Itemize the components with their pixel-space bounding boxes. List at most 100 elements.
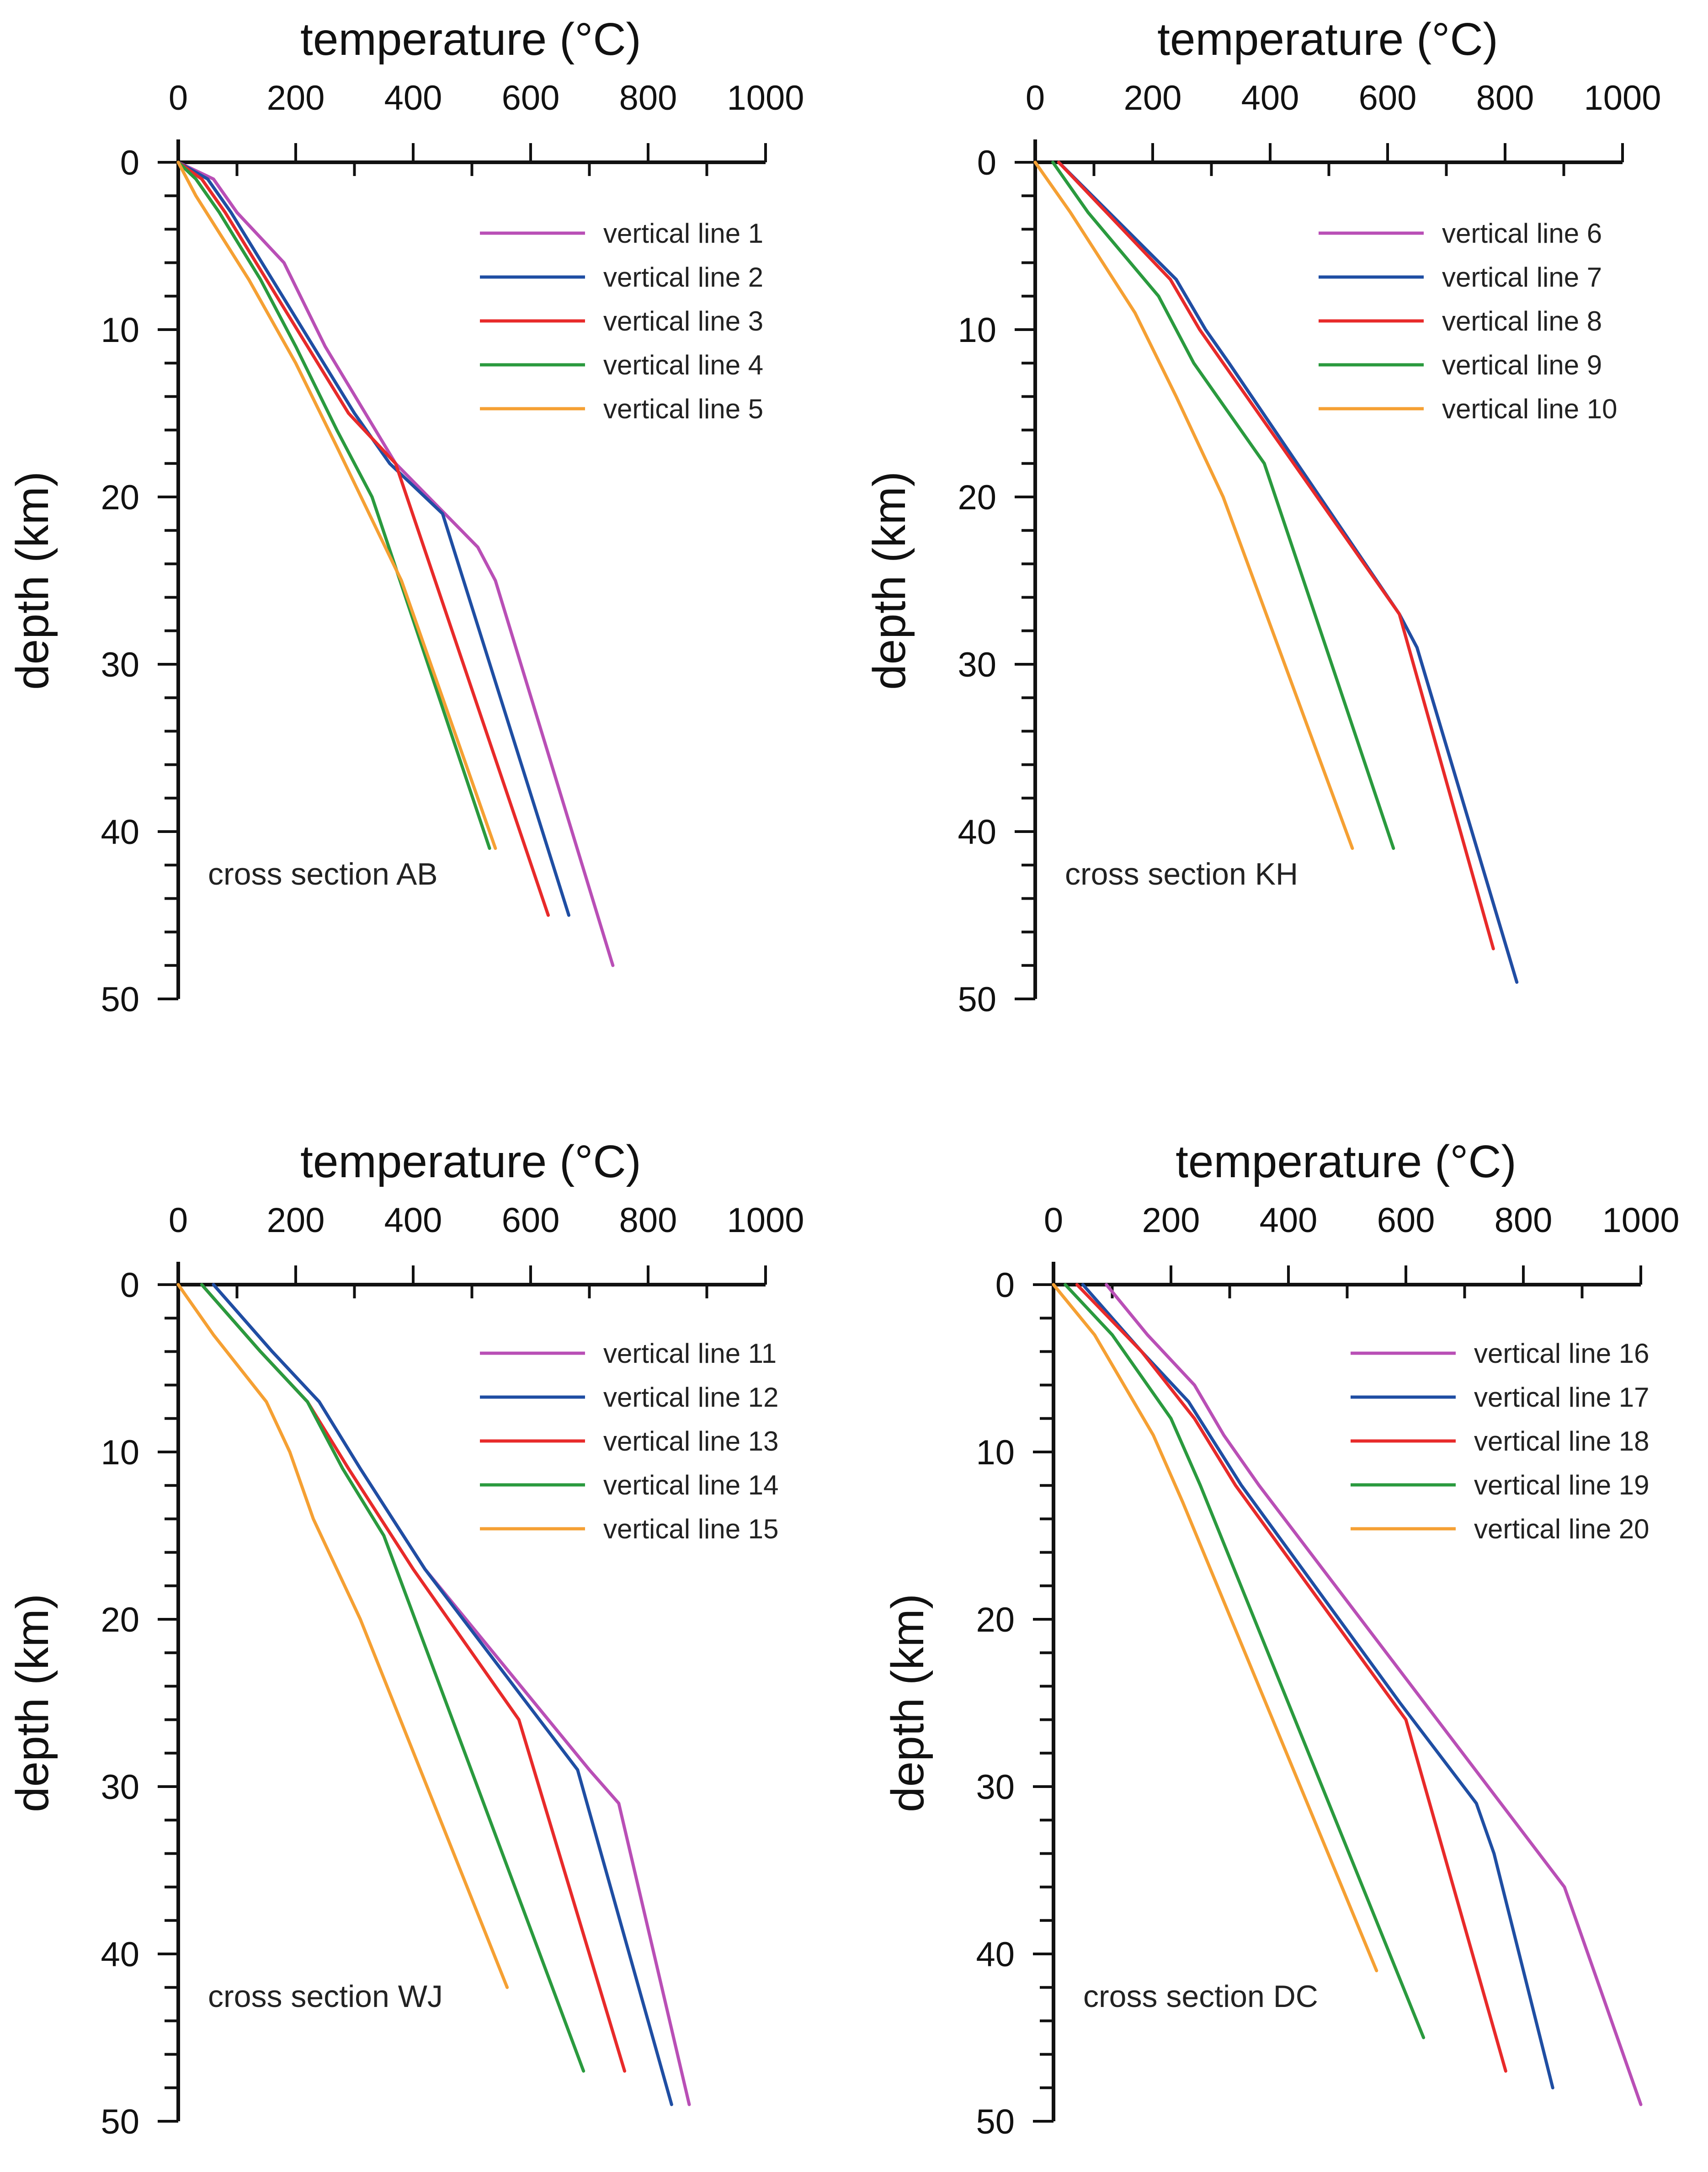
series-line-2 [1057, 160, 1519, 984]
chart-panel-3: 0 200 400 600 800 1000 0 10 20 30 40 50 temperature … [7, 1136, 804, 2141]
panel-caption: cross section WJ [208, 1979, 443, 2014]
panel-caption: cross section KH [1065, 857, 1298, 891]
y-tick-label: 0 [120, 1266, 139, 1305]
y-axis-title: depth (km) [7, 471, 58, 690]
series-line-2 [212, 1283, 673, 2106]
series-line-5 [1052, 1283, 1378, 1973]
legend-label: vertical line 17 [1474, 1382, 1649, 1413]
legend-label: vertical line 14 [603, 1470, 779, 1500]
series-line-5 [176, 1283, 509, 1989]
chart-panels: 0 200 400 600 800 100001020304050temperature … [7, 14, 1680, 2141]
x-tick-label: 600 [1359, 79, 1417, 117]
y-tick-label: 0 [995, 1266, 1015, 1305]
legend-label: vertical line 16 [1474, 1338, 1649, 1369]
panel-caption: cross section DC [1083, 1979, 1318, 2014]
legend-label: vertical line 19 [1474, 1470, 1649, 1500]
y-tick-label: 20 [101, 1601, 139, 1639]
legend: vertical line 11 vertical line 12 vertical… [480, 1338, 779, 1544]
x-axis-title: temperature (°C) [300, 1136, 641, 1187]
chart-panel-1: 0 200 400 600 800 1000 0 10 20 30 40 50 temperature … [7, 14, 804, 1019]
series-line-1 [176, 160, 615, 967]
y-tick-label: 10 [976, 1433, 1015, 1472]
y-tick-label: 50 [101, 2103, 139, 2141]
panel-caption: cross section AB [208, 857, 438, 891]
x-tick-label: 1000 [727, 79, 804, 117]
y-tick-label: 10 [101, 311, 139, 350]
x-tick-label: 800 [619, 79, 677, 117]
y-tick-label: 50 [976, 2103, 1015, 2141]
x-tick-label: 800 [1495, 1201, 1553, 1240]
legend-label: vertical line 2 [603, 262, 763, 293]
legend-label: vertical line 1 [603, 218, 763, 249]
series-line-4 [176, 160, 491, 850]
legend-label: vertical line 6 [1442, 218, 1602, 249]
series-line-3 [1057, 160, 1495, 950]
legend: vertical line 16 vertical line 17 vertical… [1351, 1338, 1649, 1544]
series-line-4 [200, 1283, 585, 2073]
x-tick-label: 800 [619, 1201, 677, 1240]
legend-label: vertical line 20 [1474, 1514, 1649, 1544]
y-tick-label: 30 [976, 1768, 1015, 1807]
chart-panel-2: 0 200 400 600 800 1000 0 10 20 30 40 50 temperature … [864, 14, 1661, 1019]
y-tick-label: 50 [958, 980, 996, 1019]
x-tick-label: 1000 [1584, 79, 1661, 117]
legend-label: vertical line 7 [1442, 262, 1602, 293]
legend-label: vertical line 10 [1442, 394, 1618, 424]
x-tick-label: 600 [502, 1201, 560, 1240]
legend-label: vertical line 9 [1442, 350, 1602, 380]
y-tick-label: 0 [977, 144, 996, 182]
y-tick-label: 40 [976, 1935, 1015, 1974]
y-tick-label: 0 [120, 144, 139, 182]
y-axis-title: depth (km) [882, 1594, 933, 1812]
series-line-3 [1075, 1283, 1507, 2073]
legend-label: vertical line 11 [603, 1338, 777, 1369]
y-axis-title: depth (km) [864, 471, 915, 690]
x-tick-label: 0 [1026, 79, 1045, 117]
x-tick-label: 0 [169, 1201, 188, 1240]
y-tick-label: 20 [976, 1601, 1015, 1639]
y-tick-label: 20 [101, 478, 139, 517]
legend: vertical line 1 vertical line 2 vertical l… [480, 218, 763, 424]
x-axis-title: temperature (°C) [300, 14, 641, 65]
legend-label: vertical line 5 [603, 394, 763, 424]
x-tick-label: 0 [169, 79, 188, 117]
legend-label: vertical line 8 [1442, 306, 1602, 336]
y-axis-title: depth (km) [7, 1594, 58, 1812]
x-tick-label: 1000 [1602, 1201, 1679, 1240]
x-tick-label: 400 [384, 1201, 442, 1240]
legend-label: vertical line 4 [603, 350, 763, 380]
x-tick-label: 0 [1044, 1201, 1063, 1240]
chart-panel-4: 0 200 400 600 800 1000 0 10 20 30 40 50 temperature … [882, 1136, 1680, 2141]
x-axis-title: temperature (°C) [1157, 14, 1498, 65]
x-tick-label: 200 [267, 79, 325, 117]
series-line-3 [176, 160, 550, 917]
legend-label: vertical line 13 [603, 1426, 779, 1457]
legend-label: vertical line 15 [603, 1514, 779, 1544]
y-tick-label: 10 [958, 311, 996, 350]
legend-label: vertical line 18 [1474, 1426, 1649, 1457]
x-axis-title: temperature (°C) [1176, 1136, 1516, 1187]
y-tick-label: 40 [958, 813, 996, 852]
x-tick-label: 200 [267, 1201, 325, 1240]
y-tick-label: 40 [101, 813, 139, 852]
series-line-5 [176, 160, 497, 850]
y-tick-label: 20 [958, 478, 996, 517]
series-line-5 [1033, 160, 1354, 850]
series-line-2 [176, 160, 570, 917]
series-line-1 [1105, 1283, 1643, 2106]
y-tick-label: 10 [101, 1433, 139, 1472]
series-line-4 [1051, 160, 1395, 850]
y-tick-label: 30 [101, 1768, 139, 1807]
x-tick-label: 1000 [727, 1201, 804, 1240]
series-line-4 [1064, 1283, 1426, 2039]
y-tick-label: 30 [101, 646, 139, 684]
legend-label: vertical line 3 [603, 306, 763, 336]
x-tick-label: 600 [1377, 1201, 1435, 1240]
x-tick-label: 400 [1260, 1201, 1318, 1240]
legend-label: vertical line 12 [603, 1382, 779, 1413]
x-tick-label: 400 [1241, 79, 1299, 117]
legend: vertical line 6 vertical line 7 vertical l… [1319, 218, 1618, 424]
x-tick-label: 800 [1476, 79, 1534, 117]
x-tick-label: 200 [1142, 1201, 1200, 1240]
